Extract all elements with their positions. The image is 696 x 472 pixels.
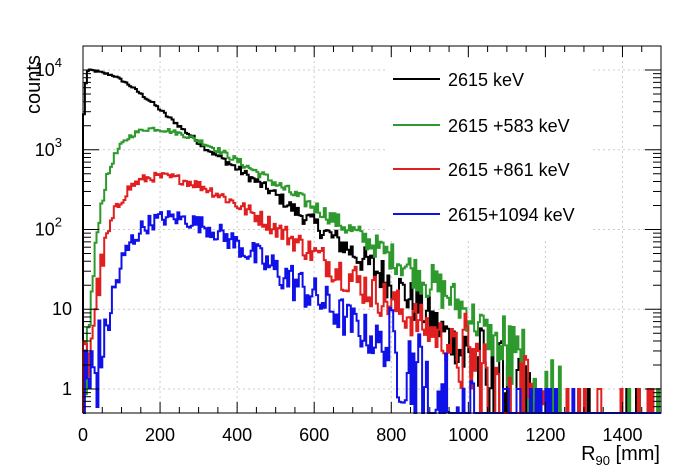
x-tick-label-7: 1400 [602,425,642,445]
x-axis-title-subscript: 90 [596,453,610,468]
y-tick-label-base: 10 [35,140,55,160]
y-tick-label-0: 1 [62,379,72,399]
x-tick-label-2: 400 [222,425,252,445]
y-tick-label-2: 102 [35,215,62,240]
x-tick-label-4: 800 [376,425,406,445]
y-tick-label-base: 10 [35,60,55,80]
x-axis-title-unit: [mm] [610,443,660,465]
legend-label-3: 2615+1094 keV [448,205,575,225]
x-tick-label-1: 200 [145,425,175,445]
y-tick-label-exponent: 2 [55,215,62,230]
x-tick-label-3: 600 [299,425,329,445]
x-axis: 0 200 400 600 800 1000 1200 1400 [78,46,642,445]
y-tick-label-base: 10 [35,220,55,240]
y-tick-label-exponent: 3 [55,135,62,150]
legend-label-2: 2615 +861 keV [448,160,570,180]
y-tick-label-exponent: 4 [55,55,62,70]
y-axis-title: counts [23,55,45,114]
x-tick-label-0: 0 [78,425,88,445]
y-tick-label-3: 103 [35,135,62,160]
x-axis-title: R90 [mm] [581,443,660,468]
x-tick-label-6: 1200 [525,425,565,445]
legend-label-1: 2615 +583 keV [448,116,570,136]
y-tick-label-1: 10 [52,299,72,319]
legend: 2615 keV 2615 +583 keV 2615 +861 keV 261… [388,58,593,238]
series-line-2 [82,171,661,414]
x-tick-label-5: 1000 [448,425,488,445]
y-tick-label-4: 104 [35,55,62,80]
x-axis-title-main: R [581,443,595,465]
legend-label-0: 2615 keV [448,70,524,90]
legend-background [388,58,593,238]
